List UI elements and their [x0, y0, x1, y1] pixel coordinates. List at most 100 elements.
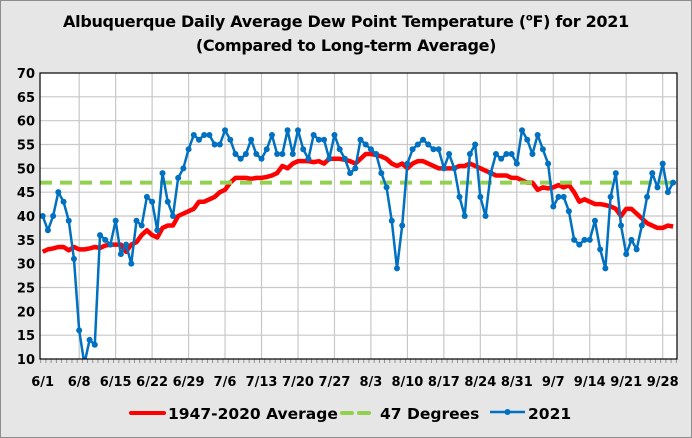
legend-label-47-degrees: 47 Degrees: [380, 405, 479, 423]
data-point-2021: [55, 189, 62, 196]
data-point-2021: [591, 217, 598, 224]
x-tick-label: 9/7: [542, 375, 565, 390]
data-point-2021: [242, 151, 249, 158]
data-point-2021: [227, 136, 234, 143]
data-point-2021: [289, 151, 296, 158]
legend-label-average: 1947-2020 Average: [168, 405, 338, 423]
data-point-2021: [628, 236, 635, 243]
y-tick-label: 50: [17, 162, 35, 177]
data-point-2021: [196, 136, 202, 143]
data-point-2021: [399, 222, 406, 229]
data-point-2021: [550, 203, 557, 210]
data-point-2021: [492, 151, 499, 158]
x-tick-label: 6/8: [68, 375, 91, 390]
y-tick-label: 60: [17, 115, 35, 130]
x-tick-label: 7/27: [319, 375, 351, 390]
data-point-2021: [237, 155, 244, 162]
y-tick-label: 30: [17, 258, 35, 273]
data-point-2021: [138, 222, 145, 229]
data-point-2021: [279, 151, 286, 158]
data-point-2021: [143, 193, 150, 200]
data-point-2021: [268, 131, 275, 138]
data-point-2021: [461, 213, 468, 219]
data-point-2021: [644, 193, 651, 200]
data-point-2021: [190, 131, 197, 138]
data-point-2021: [597, 246, 604, 253]
data-point-2021: [555, 193, 562, 200]
data-point-2021: [612, 170, 619, 177]
data-point-2021: [169, 213, 176, 219]
x-tick-label: 6/15: [100, 375, 132, 390]
data-point-2021: [321, 136, 328, 143]
data-point-2021: [347, 170, 354, 177]
data-point-2021: [487, 170, 494, 177]
data-point-2021: [638, 222, 645, 229]
title-text: Albuquerque Daily Average Dew Point Temp…: [63, 12, 526, 31]
data-point-2021: [154, 227, 161, 234]
data-point-2021: [341, 155, 348, 162]
y-tick-label: 70: [17, 67, 35, 82]
data-point-2021: [133, 217, 140, 224]
data-point-2021: [180, 165, 187, 172]
data-point-2021: [560, 193, 567, 200]
data-point-2021: [117, 251, 124, 258]
legend-marker-2021: [504, 409, 511, 415]
x-tick-label: 8/10: [391, 375, 423, 390]
data-point-2021: [414, 141, 421, 148]
data-point-2021: [607, 193, 614, 200]
data-point-2021: [435, 146, 442, 153]
data-point-2021: [524, 136, 531, 143]
data-point-2021: [357, 136, 364, 143]
x-tick-label: 7/13: [246, 375, 278, 390]
y-tick-label: 65: [17, 91, 35, 106]
data-point-2021: [664, 189, 671, 196]
data-point-2021: [201, 131, 208, 138]
data-point-2021: [633, 246, 640, 253]
data-point-2021: [581, 236, 588, 243]
x-tick-label: 6/22: [136, 375, 168, 390]
data-point-2021: [482, 213, 489, 219]
x-tick-label: 9/28: [647, 375, 679, 390]
x-tick-label: 6/1: [31, 375, 54, 390]
data-point-2021: [102, 236, 109, 243]
y-tick-label: 20: [17, 305, 35, 320]
data-point-2021: [393, 265, 400, 272]
data-point-2021: [60, 198, 67, 205]
data-point-2021: [352, 165, 359, 172]
data-point-2021: [565, 208, 572, 215]
data-point-2021: [253, 151, 260, 158]
data-point-2021: [263, 146, 270, 153]
data-point-2021: [539, 146, 546, 153]
data-point-2021: [206, 131, 213, 138]
data-point-2021: [274, 151, 281, 158]
x-tick-label: 6/29: [173, 375, 205, 390]
data-point-2021: [654, 184, 661, 191]
y-tick-label: 35: [17, 234, 35, 249]
data-point-2021: [310, 131, 317, 138]
y-tick-label: 55: [17, 139, 35, 154]
x-tick-label: 8/31: [501, 375, 533, 390]
x-tick-label: 8/17: [428, 375, 460, 390]
data-point-2021: [513, 160, 520, 167]
data-point-2021: [70, 255, 77, 262]
data-point-2021: [362, 141, 369, 148]
data-point-2021: [44, 227, 51, 234]
data-point-2021: [404, 160, 411, 167]
data-point-2021: [571, 236, 578, 243]
data-point-2021: [123, 241, 130, 248]
title-text-end: F) for 2021: [532, 12, 629, 31]
series-line-average: [41, 151, 674, 254]
chart-subtitle: (Compared to Long-term Average): [195, 36, 497, 55]
x-tick-label: 9/21: [610, 375, 642, 390]
data-point-2021: [211, 141, 218, 148]
data-point-2021: [451, 165, 458, 172]
data-point-2021: [618, 222, 625, 229]
data-point-2021: [623, 251, 630, 258]
y-tick-label: 40: [17, 210, 35, 225]
data-point-2021: [659, 160, 666, 167]
data-point-2021: [456, 193, 463, 200]
data-point-2021: [425, 141, 432, 148]
data-point-2021: [466, 151, 473, 158]
data-point-2021: [446, 151, 453, 158]
